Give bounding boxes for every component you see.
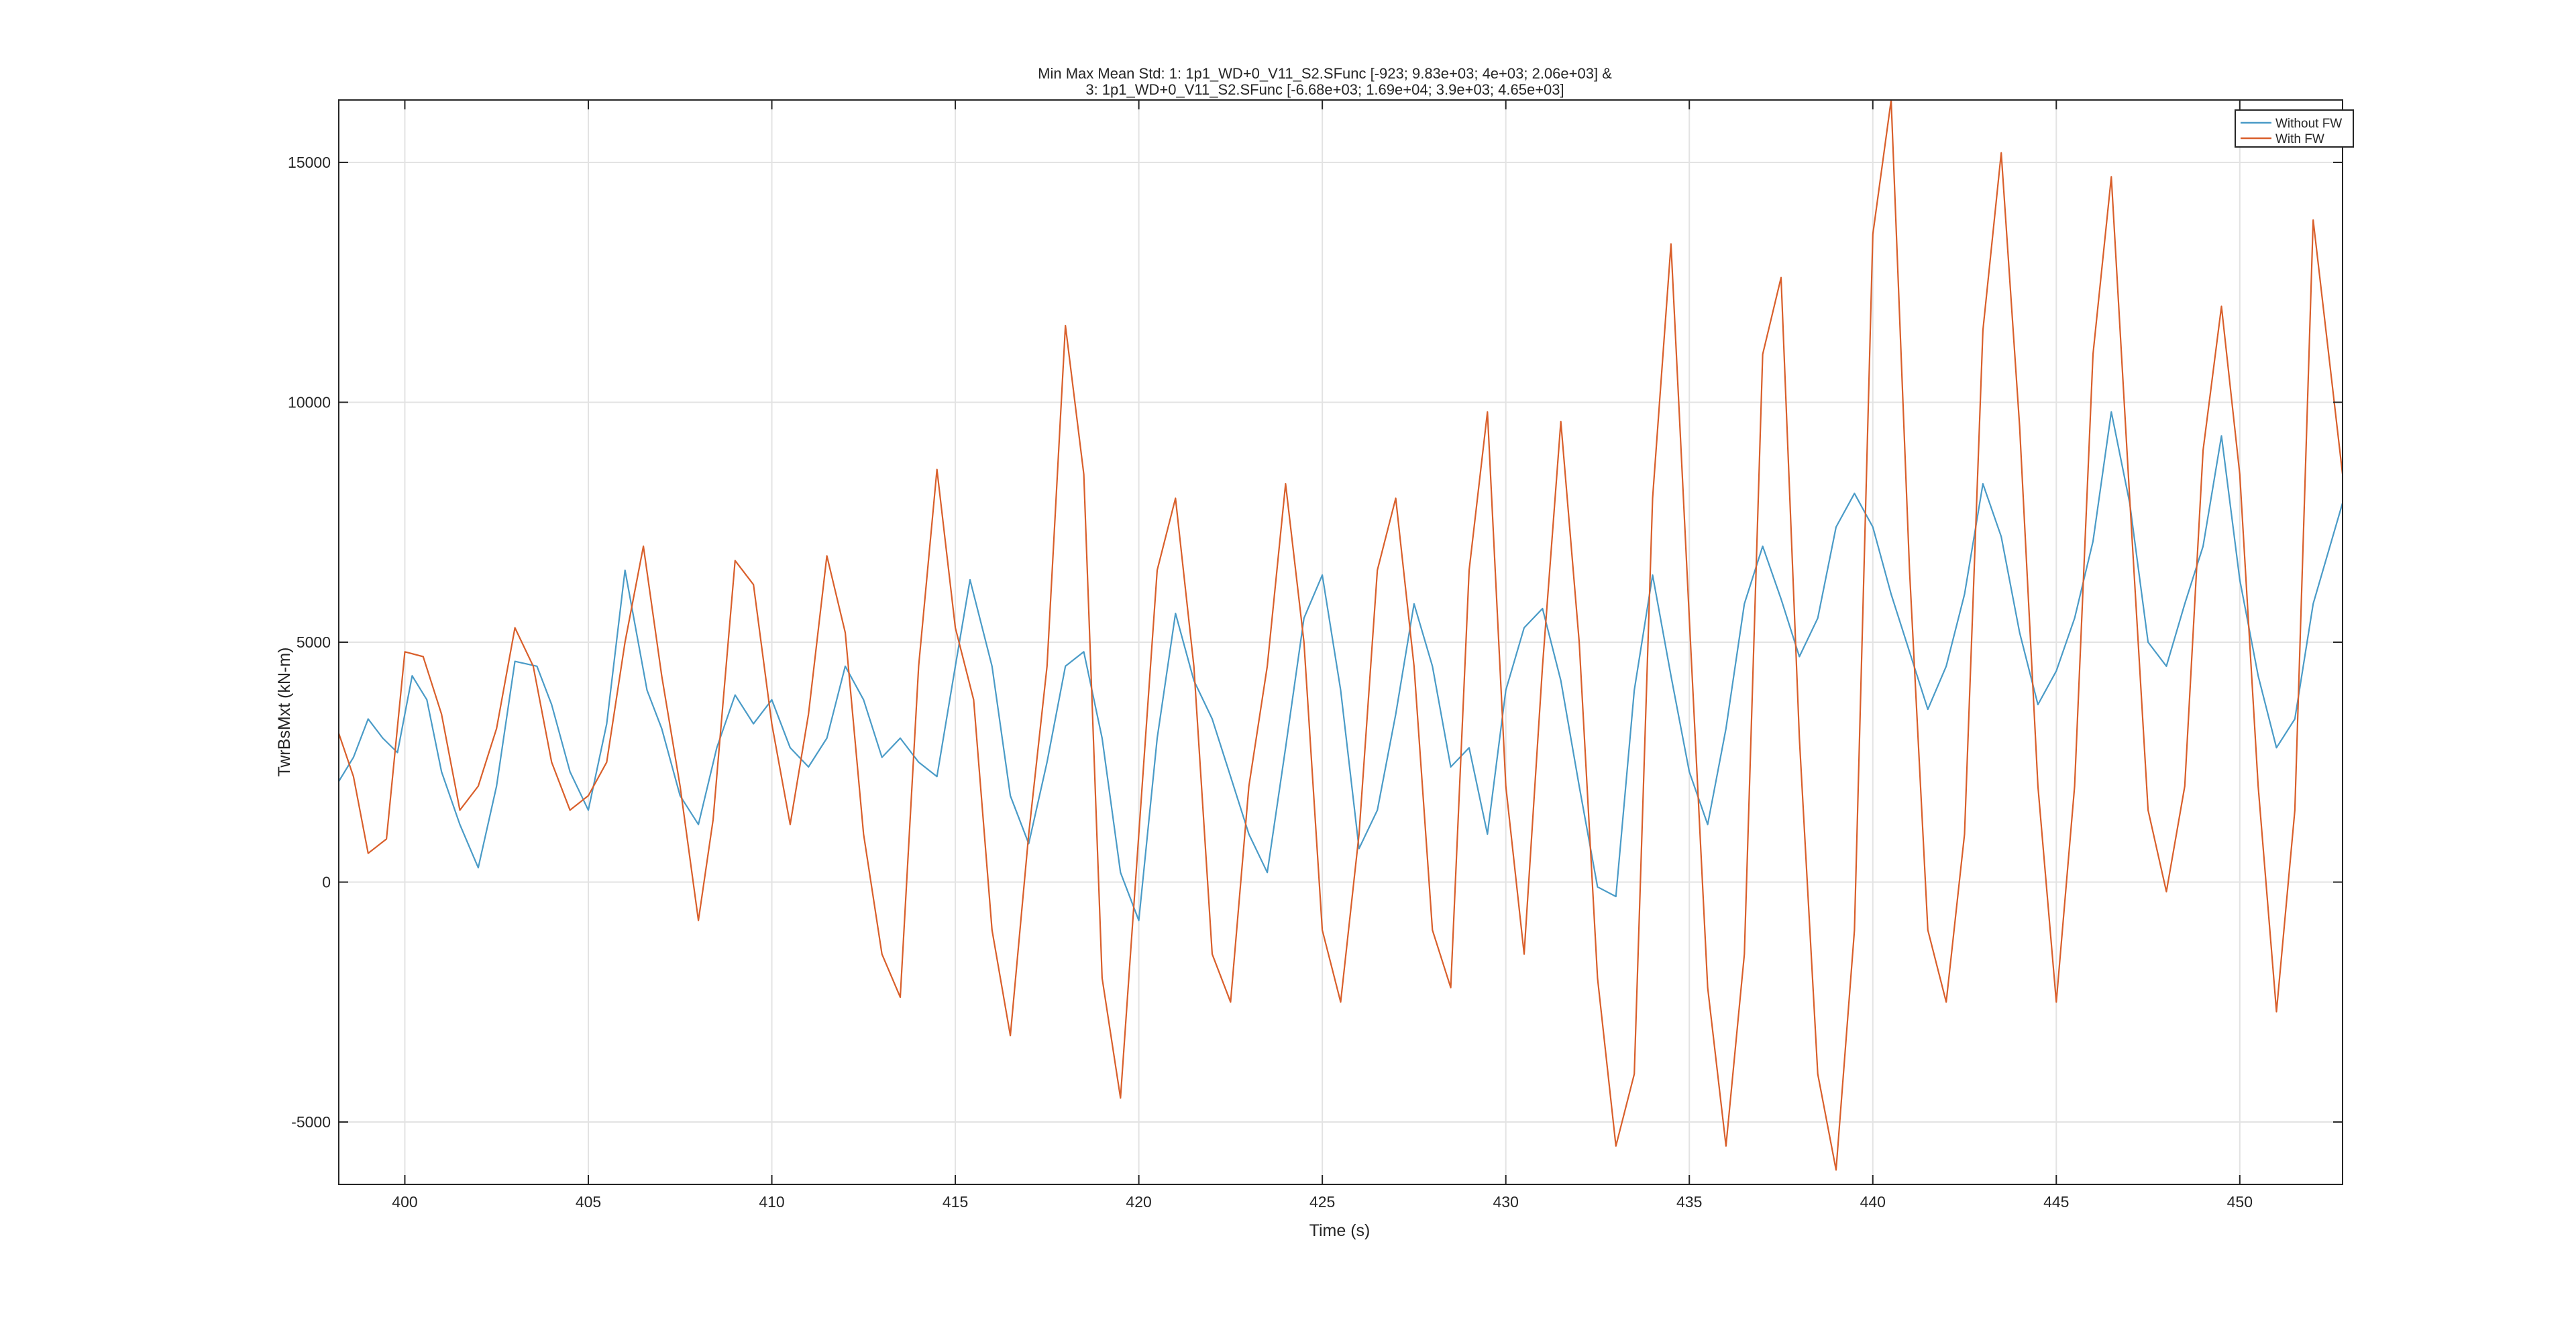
y-tick-label: 10000: [288, 393, 331, 411]
x-tick-label: 435: [1676, 1193, 1702, 1211]
series-line-with-fw: [339, 100, 2343, 1171]
x-axis-label: Time (s): [1309, 1221, 1371, 1240]
x-tick-label: 405: [576, 1193, 601, 1211]
legend: Without FW With FW: [2235, 109, 2354, 148]
x-tick-label: 430: [1493, 1193, 1518, 1211]
y-tick-label: -5000: [291, 1113, 331, 1131]
x-tick-label: 440: [1860, 1193, 1886, 1211]
y-tick-label: 5000: [297, 633, 331, 651]
y-tick-label: 0: [322, 874, 331, 891]
x-tick-label: 410: [759, 1193, 784, 1211]
x-tick-label: 400: [392, 1193, 417, 1211]
x-tick-label: 450: [2227, 1193, 2253, 1211]
x-tick-label: 415: [943, 1193, 968, 1211]
chart-title-line-1: Min Max Mean Std: 1: 1p1_WD+0_V11_S2.SFu…: [1038, 65, 1612, 82]
x-tick-label: 445: [2043, 1193, 2069, 1211]
legend-label-without-fw: Without FW: [2275, 117, 2342, 131]
plot-series: [339, 100, 2343, 1171]
series-line-without-fw: [339, 411, 2343, 921]
legend-box: [2235, 109, 2354, 148]
legend-label-with-fw: With FW: [2275, 132, 2324, 146]
y-tick-label: 15000: [288, 154, 331, 171]
tick-labels: 400 405 410 415 420 425 430 435 440 445 450 -5000 0 5…: [288, 154, 2253, 1211]
grid-lines: [339, 100, 2343, 1184]
x-tick-label: 425: [1309, 1193, 1335, 1211]
chart-title-line-2: 3: 1p1_WD+0_V11_S2.SFunc [-6.68e+03; 1.6…: [1085, 81, 1564, 98]
y-axis-label: TwrBsMxt (kN-m): [275, 647, 294, 776]
axis-ticks: [339, 100, 2343, 1184]
x-tick-label: 420: [1126, 1193, 1151, 1211]
